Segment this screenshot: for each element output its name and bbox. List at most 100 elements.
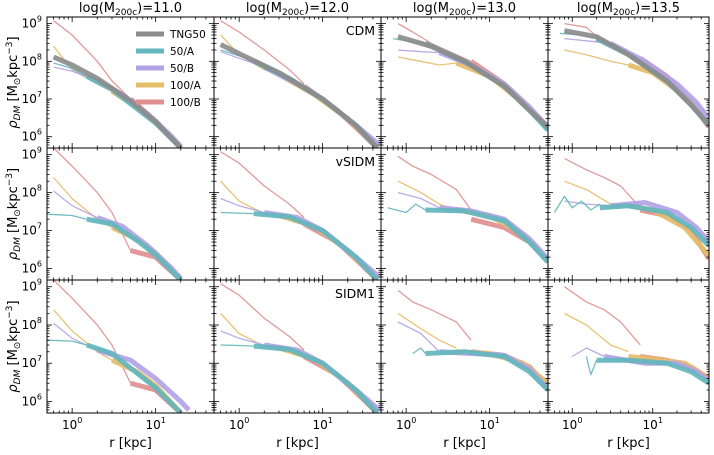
series-50-a-inner [387,203,426,214]
panel-r0-c0: 106 107 108 109 [22,15,215,149]
series-50-b-inner [220,330,265,346]
series-50-b-inner [397,321,440,353]
row-label: CDM [346,23,375,38]
series-100-a-inner [564,49,629,66]
series-group [220,151,381,280]
y-tick-label: 107 [22,222,42,238]
ticks [547,280,710,414]
series-50-a-line [425,349,548,392]
series-50-b-inner [53,190,98,219]
series-group [220,283,381,413]
panel-r0-c3 [547,16,710,149]
series-50-a-line [253,343,380,413]
panel-frame [46,147,215,281]
x-tick-label: 101 [479,416,499,432]
series-100-a-inner [220,313,280,349]
y-tick-label: 106 [22,392,42,408]
legend-entry-100-b: 100/B [136,97,201,109]
legend-entry-50-a: 50/A [136,46,195,58]
y-tick-label: 109 [22,278,42,294]
series-100-a-inner [397,312,457,349]
column-title: log(M200c)=12.0 [246,1,349,18]
series-group [47,148,183,280]
row-label: vSIDM [336,154,375,169]
series-50-a-inner [47,339,87,346]
y-tick-label: 106 [22,260,42,276]
panels-layer: 106107108109CDM106107108109vSIDM10610710… [22,15,710,432]
series-50-a-inner [553,195,601,213]
panel-frame [380,147,549,281]
x-tick-label: 101 [312,416,332,432]
y-tick-label: 107 [22,90,42,106]
panel-frame [547,147,710,281]
x-axis-label: r [kpc] [607,436,650,451]
panel-r1-c2 [380,147,549,281]
series-50-a-inner [47,213,87,220]
series-100-a-inner [397,180,457,211]
x-tick-label: 100 [62,416,82,432]
series-50-a-inner [220,211,254,215]
series-group [393,23,548,132]
x-tick-label: 100 [562,416,582,432]
series-tng50-line [563,28,709,127]
column-title: log(M200c)=11.0 [79,1,182,18]
series-50-a-inner [53,62,88,77]
series-group [387,155,548,264]
legend-label: 50/A [170,46,195,58]
x-tick-label: 100 [229,416,249,432]
series-100-b-inner [220,283,305,351]
series-50-a-line [85,74,183,148]
series-50-b-line [439,205,548,261]
y-tick-label: 107 [22,354,42,370]
series-50-b-inner [571,347,605,358]
panel-r0-c1: CDM [213,16,382,149]
series-100-b-inner [220,151,305,219]
series-group [559,22,709,129]
labels-layer: log(M200c)=11.0 log(M200c)=12.0 log(M200c)… [5,1,680,451]
series-group [397,289,548,392]
x-tick-label: 100 [396,416,416,432]
series-100-b-inner [564,157,641,209]
series-group [564,286,709,386]
series-tng50-line [397,34,548,129]
legend-entry-tng50: TNG50 [136,29,206,41]
panel-r2-c1: SIDM1 100 101 [213,279,382,432]
x-axis-label: r [kpc] [443,436,486,451]
panel-r1-c1: vSIDM [213,147,382,281]
legend-entry-100-a: 100/A [136,80,202,92]
y-tick-label: 108 [22,184,42,200]
ticks [46,148,215,281]
x-axis-label: r [kpc] [276,436,319,451]
series-50-b-line [610,200,709,244]
y-tick-label: 109 [22,15,42,31]
y-tick-label: 109 [22,146,42,162]
legend: TNG50 50/A 50/B 100/A 100/B [136,29,206,109]
y-axis-label: ρDM [M⊙kpc−3] [5,300,23,392]
series-50-b-inner [220,197,265,214]
panel-r0-c2 [380,16,549,149]
y-tick-label: 108 [22,316,42,332]
series-100-a-inner [53,309,113,361]
series-100-a-inner [220,180,280,217]
y-tick-label: 108 [22,52,42,68]
panel-r2-c3: 100 101 [547,279,710,432]
series-100-b-inner [53,20,131,100]
series-50-b-inner [397,191,440,209]
x-tick-label: 101 [145,416,165,432]
series-100-b-inner [564,286,641,346]
series-50-a-line [596,357,709,386]
panel-frame [46,279,215,414]
legend-label: TNG50 [169,29,206,41]
panel-frame [547,279,710,414]
y-axis-label: ρDM [M⊙kpc−3] [5,36,23,128]
series-100-b-inner [397,289,472,341]
panel-r2-c2: 100 101 [380,279,549,432]
series-100-b-inner [53,280,132,384]
series-50-a-inner [585,356,598,376]
series-50-a-inner [412,347,426,355]
series-50-a-line [252,59,380,148]
legend-label: 100/A [170,80,202,92]
y-tick-label: 106 [22,128,42,144]
series-group [47,280,191,413]
